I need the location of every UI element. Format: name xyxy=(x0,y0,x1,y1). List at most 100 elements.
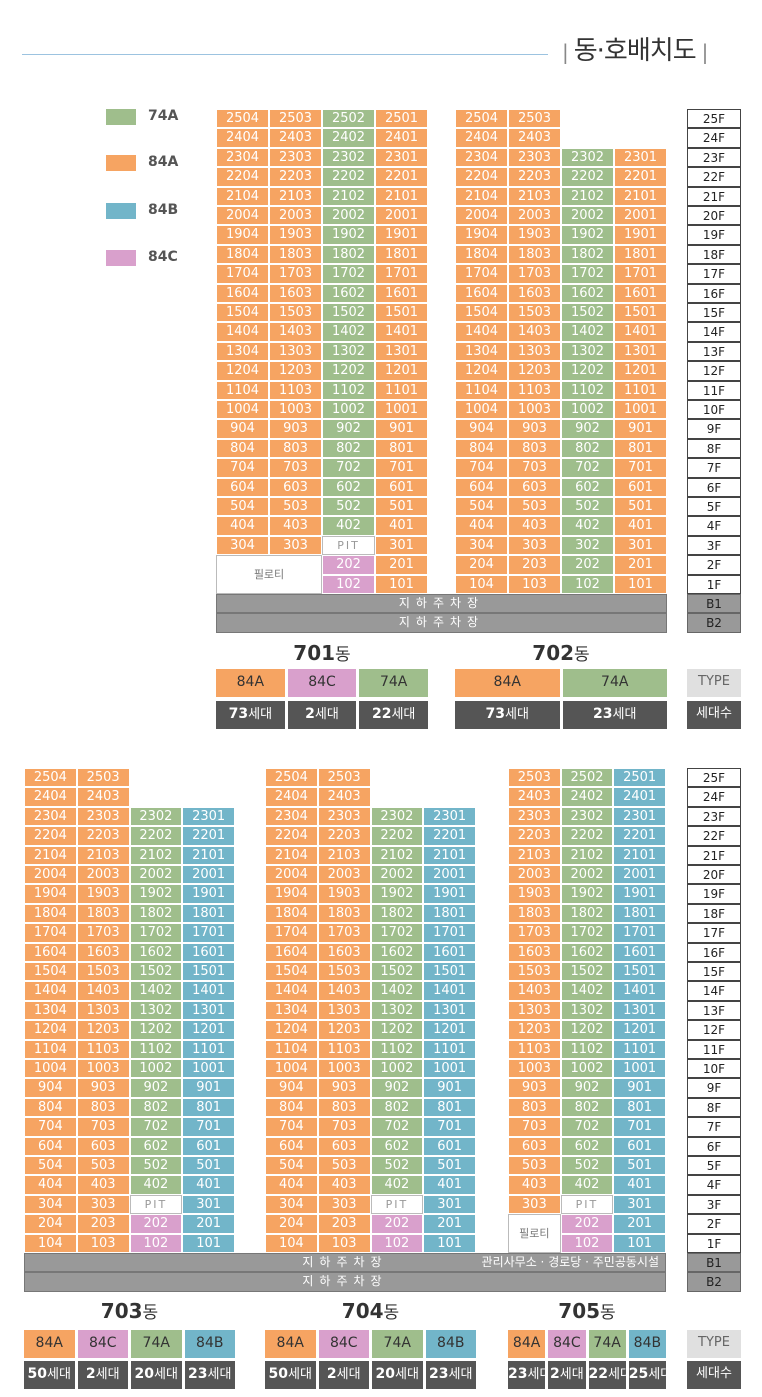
floor-label: 6F xyxy=(687,1136,741,1156)
floor-label: 21F xyxy=(687,845,741,865)
unit-704-803: 803 xyxy=(317,1097,371,1118)
unit-704-2104: 2104 xyxy=(265,845,318,865)
unit-704-2101: 2101 xyxy=(423,845,476,865)
unit-704-2303: 2303 xyxy=(317,806,371,827)
unit-701-1301: 1301 xyxy=(375,341,428,362)
unit-702-103: 103 xyxy=(508,574,561,594)
unit-705-1303: 1303 xyxy=(508,1000,561,1021)
unit-701-2202: 2202 xyxy=(322,167,375,187)
unit-705-703: 703 xyxy=(508,1117,561,1137)
unit-702-1001: 1001 xyxy=(614,400,667,420)
unit-703-1404: 1404 xyxy=(24,981,77,1001)
header-line xyxy=(22,54,548,55)
unit-704-1602: 1602 xyxy=(370,942,424,962)
building-name-701: 701동 xyxy=(216,640,428,665)
unit-704-1902: 1902 xyxy=(370,884,424,904)
unit-705-202: 202 xyxy=(560,1214,614,1234)
unit-701-802: 802 xyxy=(322,438,375,459)
unit-705-602: 602 xyxy=(560,1136,614,1156)
unit-702-2304: 2304 xyxy=(455,147,508,168)
unit-701-1204: 1204 xyxy=(216,361,269,381)
unit-701-1103: 1103 xyxy=(269,380,322,400)
unit-701-402: 402 xyxy=(322,516,375,536)
unit-702-701: 701 xyxy=(614,458,667,478)
unit-702-2504: 2504 xyxy=(455,109,508,129)
unit-705-1102: 1102 xyxy=(560,1039,614,1059)
unit-701-701: 701 xyxy=(375,458,428,478)
unit-703-501: 501 xyxy=(182,1156,235,1176)
unit-705-1803: 1803 xyxy=(508,903,561,924)
unit-703-1403: 1403 xyxy=(76,981,130,1001)
count-cell: 23세대 xyxy=(184,1361,235,1389)
unit-704-2302: 2302 xyxy=(370,806,424,827)
unit-701-702: 702 xyxy=(322,458,375,478)
count-cell: 50세대 xyxy=(24,1361,75,1389)
unit-703-2103: 2103 xyxy=(76,845,130,865)
floor-label: 14F xyxy=(687,322,741,342)
unit-705-1503: 1503 xyxy=(508,962,561,982)
unit-703-1904: 1904 xyxy=(24,884,77,904)
unit-701-1404: 1404 xyxy=(216,322,269,342)
unit-704-1803: 1803 xyxy=(317,903,371,924)
unit-704-1404: 1404 xyxy=(265,981,318,1001)
count-unit: 세대 xyxy=(314,707,339,722)
unit-704-1601: 1601 xyxy=(423,942,476,962)
unit-701-1201: 1201 xyxy=(375,361,428,381)
unit-701-804: 804 xyxy=(216,438,269,459)
unit-704-301: 301 xyxy=(423,1194,476,1215)
unit-702-1101: 1101 xyxy=(614,380,667,400)
unit-702-1301: 1301 xyxy=(614,341,667,362)
unit-702-1004: 1004 xyxy=(455,400,508,420)
unit-702-201: 201 xyxy=(614,555,667,575)
unit-702-1404: 1404 xyxy=(455,322,508,342)
floor-label: 3F xyxy=(687,1194,741,1215)
legend-swatch xyxy=(106,203,136,219)
pit-cell: PIT xyxy=(322,535,375,556)
unit-702-1901: 1901 xyxy=(614,225,667,245)
unit-703-1604: 1604 xyxy=(24,942,77,962)
unit-705-903: 903 xyxy=(508,1078,561,1098)
page-title: | 동·호배치도 | xyxy=(562,36,708,66)
unit-703-2303: 2303 xyxy=(76,806,130,827)
legend-swatch xyxy=(106,250,136,266)
type-cell: 84B xyxy=(628,1330,666,1358)
unit-705-1101: 1101 xyxy=(613,1039,666,1059)
unit-702-1704: 1704 xyxy=(455,264,508,284)
unit-702-604: 604 xyxy=(455,477,508,497)
floor-label: 23F xyxy=(687,806,741,827)
unit-705-2202: 2202 xyxy=(560,826,614,846)
unit-705-403: 403 xyxy=(508,1175,561,1195)
unit-702-2201: 2201 xyxy=(614,167,667,187)
count-cell: 22세대 xyxy=(359,701,428,729)
unit-702-903: 903 xyxy=(508,419,561,439)
unit-705-2403: 2403 xyxy=(508,787,561,807)
dong-suffix: 동 xyxy=(142,1303,159,1323)
unit-702-302: 302 xyxy=(561,535,614,556)
unit-705-301: 301 xyxy=(613,1194,666,1215)
unit-703-1503: 1503 xyxy=(76,962,130,982)
count-cell: 20세대 xyxy=(372,1361,423,1389)
type-cell: 84A xyxy=(265,1330,316,1358)
unit-702-2503: 2503 xyxy=(508,109,561,129)
unit-701-602: 602 xyxy=(322,477,375,497)
unit-703-502: 502 xyxy=(129,1156,183,1176)
unit-701-1704: 1704 xyxy=(216,264,269,284)
unit-703-1502: 1502 xyxy=(129,962,183,982)
unit-705-1801: 1801 xyxy=(613,903,666,924)
unit-703-2101: 2101 xyxy=(182,845,235,865)
unit-701-1701: 1701 xyxy=(375,264,428,284)
unit-705-1502: 1502 xyxy=(560,962,614,982)
legend-label: 84A xyxy=(148,154,179,170)
unit-703-1102: 1102 xyxy=(129,1039,183,1059)
count-unit: 세대 xyxy=(154,1367,178,1382)
unit-705-2102: 2102 xyxy=(560,845,614,865)
type-cell: 84A xyxy=(24,1330,75,1358)
unit-701-801: 801 xyxy=(375,438,428,459)
unit-705-601: 601 xyxy=(613,1136,666,1156)
unit-701-2104: 2104 xyxy=(216,186,269,206)
type-cell: 84B xyxy=(184,1330,235,1358)
unit-701-202: 202 xyxy=(322,555,375,575)
unit-704-1504: 1504 xyxy=(265,962,318,982)
count-cell: 20세대 xyxy=(131,1361,182,1389)
unit-703-602: 602 xyxy=(129,1136,183,1156)
